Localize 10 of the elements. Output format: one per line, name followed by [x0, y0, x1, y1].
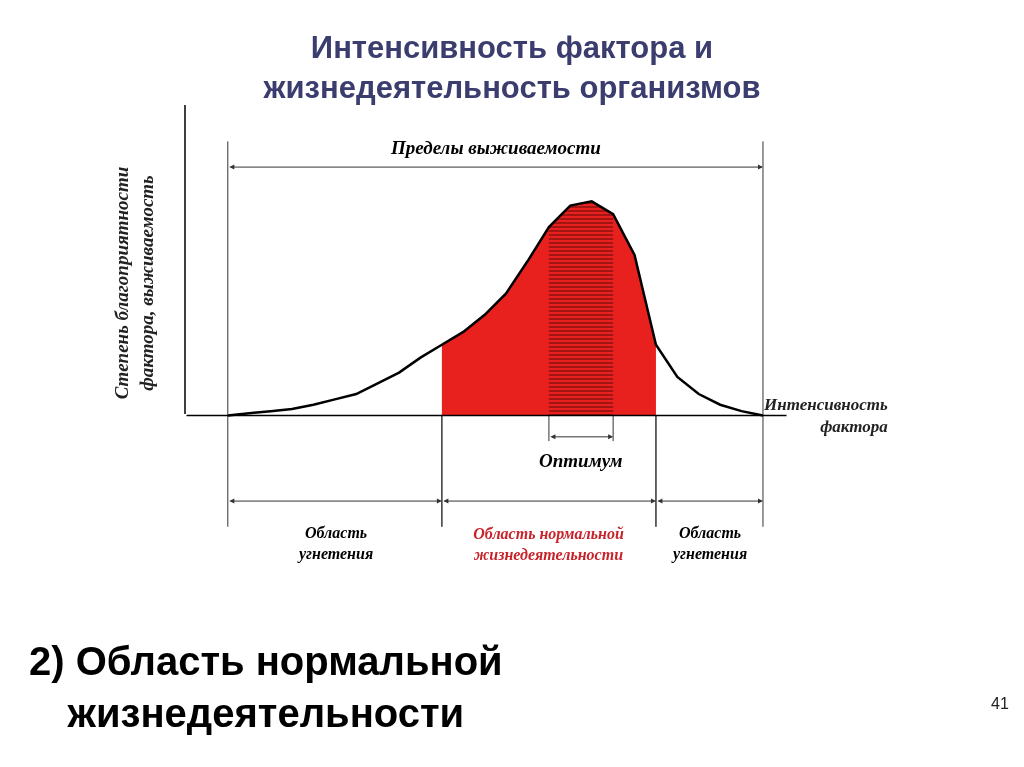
- text: Область нормальной жизнедеятельности: [473, 525, 624, 563]
- text: 2) Область нормальной жизнедеятельности: [29, 639, 503, 735]
- x-axis-title: Интенсивность фактора: [763, 395, 889, 437]
- text: Область угнетения: [671, 524, 748, 563]
- chart-title: Интенсивность фактора и жизнедеятельность организмов: [262, 29, 761, 105]
- text: Область угнетения: [297, 524, 374, 563]
- text: Пределы выживаемости: [390, 137, 601, 158]
- y-axis-title: Степень благоприятности фактора, выживаемость: [110, 166, 157, 400]
- text: 41: [991, 695, 1009, 712]
- text: Оптимум: [539, 450, 623, 471]
